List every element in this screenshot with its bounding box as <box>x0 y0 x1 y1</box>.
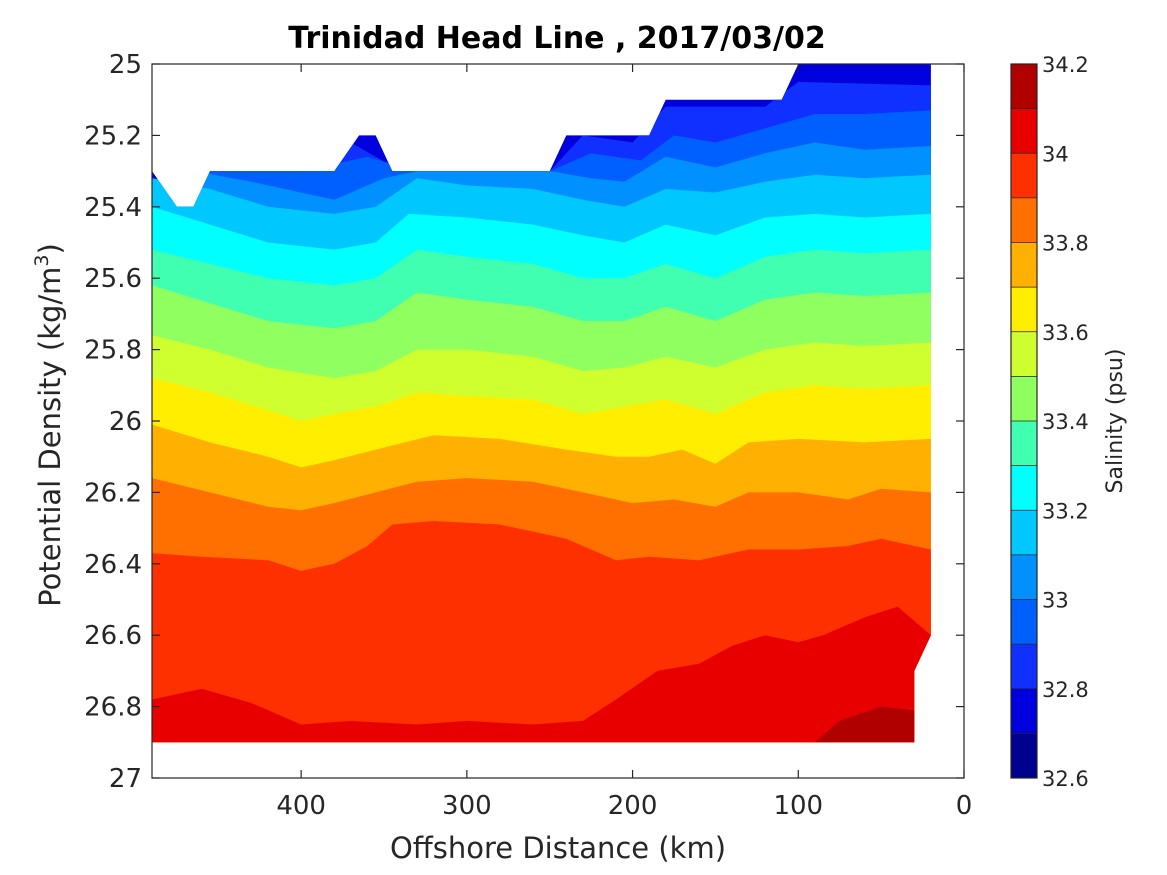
colorbar-tick-label: 34 <box>1042 142 1069 166</box>
colorbar-swatch <box>1011 510 1037 555</box>
y-tick-label: 26.2 <box>84 478 142 508</box>
y-axis-title-main: Potential Density (kg/m <box>33 267 67 607</box>
colorbar-swatch <box>1011 153 1037 198</box>
y-tick-label: 26.4 <box>84 550 142 580</box>
colorbar-swatch <box>1011 331 1037 377</box>
colorbar-swatch <box>1011 64 1037 109</box>
plot-area: 400 300 200 100 0 25 25.2 25.4 25.6 25.8 26 26.2 26… <box>84 50 972 821</box>
x-tick-label: 300 <box>442 791 492 821</box>
colorbar-swatch <box>1011 376 1037 421</box>
x-tick-label: 400 <box>276 791 326 821</box>
y-tick-label: 27 <box>109 764 142 794</box>
colorbar-tick-label: 33.4 <box>1042 410 1089 434</box>
colorbar-swatch <box>1011 287 1037 332</box>
colorbar-swatch <box>1011 644 1037 689</box>
colorbar-frame <box>1010 63 1038 779</box>
colorbar: 32.6 32.8 33 33.2 33.4 33.6 33.8 34 34.2 <box>1010 53 1089 791</box>
colorbar-swatch <box>1011 465 1037 511</box>
chart-title: Trinidad Head Line , 2017/03/02 <box>288 21 825 56</box>
y-axis-title-superscript: 3 <box>31 254 53 266</box>
y-tick-label: 25.8 <box>84 336 142 366</box>
colorbar-tick-label: 33 <box>1042 589 1069 613</box>
colorbar-swatch <box>1011 688 1037 734</box>
y-tick-label: 26.8 <box>84 693 142 723</box>
colorbar-tick-label: 32.8 <box>1042 678 1089 702</box>
colorbar-swatch <box>1011 599 1037 645</box>
colorbar-swatch <box>1011 197 1037 243</box>
x-tick-label: 200 <box>608 791 658 821</box>
x-axis: 400 300 200 100 0 <box>276 64 972 821</box>
salinity-bands <box>152 64 931 743</box>
colorbar-swatch <box>1011 733 1037 778</box>
y-tick-label: 25.6 <box>84 264 142 294</box>
colorbar-tick-label: 34.2 <box>1042 53 1089 77</box>
y-tick-label: 26 <box>109 407 142 437</box>
x-tick-label: 0 <box>956 791 973 821</box>
salinity-band-34 <box>152 606 931 743</box>
salinity-band-33.9 <box>152 521 931 743</box>
colorbar-tick-label: 33.6 <box>1042 321 1089 345</box>
x-axis-title: Offshore Distance (km) <box>390 831 726 865</box>
colorbar-tick-label: 32.6 <box>1042 767 1089 791</box>
y-axis-title: Potential Density (kg/m3) <box>31 243 67 607</box>
y-tick-label: 25.4 <box>84 193 142 223</box>
colorbar-tick-label: 33.2 <box>1042 499 1089 523</box>
colorbar-tick-label: 33.8 <box>1042 232 1089 256</box>
colorbar-title: Salinity (psu) <box>1103 349 1128 494</box>
y-tick-label: 25.2 <box>84 121 142 151</box>
y-tick-label: 26.6 <box>84 621 142 651</box>
colorbar-swatch <box>1011 242 1037 288</box>
colorbar-swatch <box>1011 421 1037 466</box>
y-axis-title-close: ) <box>33 243 67 254</box>
x-tick-label: 100 <box>773 791 823 821</box>
colorbar-swatch <box>1011 554 1037 600</box>
colorbar-swatch <box>1011 108 1037 154</box>
y-axis: 25 25.2 25.4 25.6 25.8 26 26.2 26.4 26.6 26.8 27 <box>84 50 964 794</box>
y-tick-label: 25 <box>109 50 142 80</box>
